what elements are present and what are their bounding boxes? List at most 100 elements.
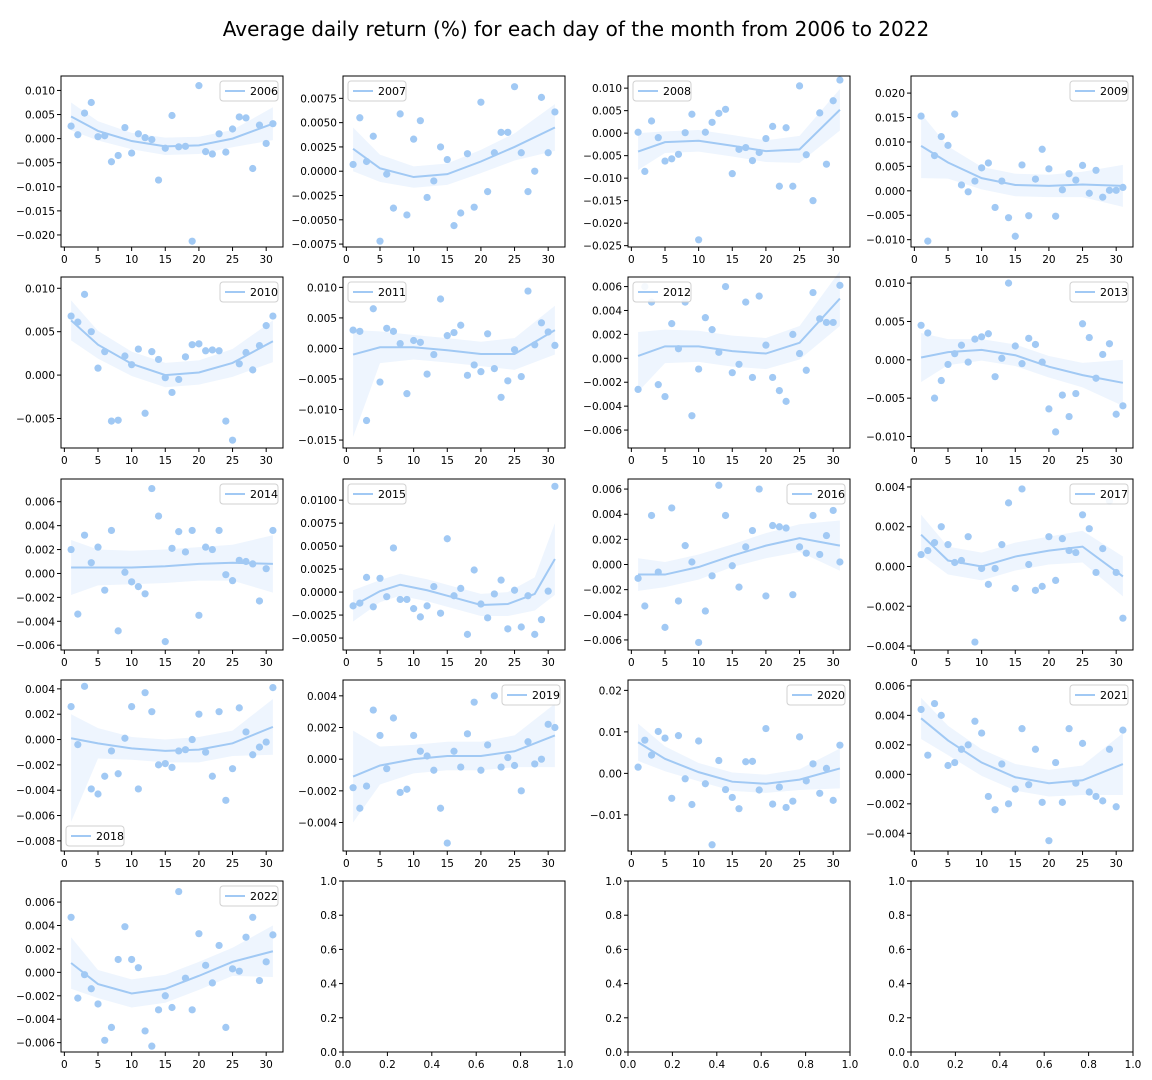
confidence-band — [353, 305, 555, 438]
data-point — [457, 584, 465, 593]
data-point — [67, 122, 75, 130]
x-tick-label: 0.8 — [512, 1059, 529, 1071]
data-point — [94, 790, 102, 798]
data-point — [168, 763, 176, 772]
subplot: 2008 0 5 10 15 20 25 30 −0.025 −0.020 −0.015 −0.010… — [583, 75, 851, 266]
x-tick-label: 20 — [759, 858, 772, 870]
x-tick-label: 5 — [377, 254, 384, 266]
data-point — [235, 113, 243, 121]
data-point — [416, 613, 424, 621]
y-tick-label: −0.020 — [16, 230, 55, 242]
data-point — [544, 149, 552, 157]
data-point — [369, 706, 377, 714]
data-point — [978, 729, 986, 737]
data-point — [1025, 334, 1033, 342]
data-point — [674, 732, 683, 740]
data-point — [148, 1042, 156, 1050]
subplot: 2006 0 5 10 15 20 25 30 −0.020 −0.015 −0.010 −0.005… — [16, 75, 284, 266]
data-point — [128, 703, 136, 711]
y-tick-label: 0.0100 — [300, 495, 337, 507]
data-point — [1099, 193, 1107, 201]
data-point — [674, 150, 683, 158]
y-tick-label: −0.002 — [583, 377, 622, 389]
data-point — [208, 979, 216, 987]
data-point — [775, 783, 783, 791]
data-point — [991, 806, 999, 814]
legend-box — [347, 483, 407, 505]
data-point — [795, 349, 804, 358]
data-point — [809, 197, 817, 205]
data-point — [222, 571, 230, 579]
data-point — [721, 105, 730, 113]
x-tick-label: 20 — [192, 1059, 205, 1071]
data-point — [708, 572, 716, 580]
data-point — [1052, 758, 1060, 767]
data-point — [816, 550, 824, 559]
data-point — [769, 800, 777, 808]
data-point — [1065, 412, 1073, 421]
data-point — [188, 735, 196, 744]
data-point — [984, 580, 992, 588]
data-point — [510, 83, 519, 91]
data-point — [376, 731, 384, 740]
data-point — [728, 369, 736, 377]
subplot: 2017 0 5 10 15 20 25 30 −0.004 −0.002 0.000 0.002 0.… — [866, 478, 1134, 669]
data-point — [957, 181, 966, 189]
data-point — [537, 93, 546, 101]
data-point — [484, 330, 492, 338]
data-point — [708, 326, 716, 334]
subplot: 2009 0 5 10 15 20 25 30 −0.010 −0.005 0.000 0.005 0.… — [866, 75, 1134, 266]
data-point — [1018, 485, 1026, 493]
data-point — [87, 559, 95, 567]
data-point — [403, 595, 411, 604]
y-tick-label: −0.002 — [16, 991, 55, 1003]
x-tick-label: 0.2 — [947, 1059, 964, 1071]
data-point — [1031, 586, 1040, 594]
data-point — [356, 804, 364, 812]
data-point — [195, 340, 203, 348]
data-point — [1025, 781, 1033, 789]
data-point — [107, 1023, 116, 1032]
data-point — [531, 630, 539, 638]
data-point — [816, 109, 824, 117]
y-tick-label: −0.0050 — [291, 633, 337, 645]
data-point — [971, 717, 979, 725]
data-point — [262, 738, 270, 746]
subplot: 2015 0 5 10 15 20 25 30 −0.0050 −0.0025 0.0000 0.00… — [291, 478, 566, 669]
data-point — [450, 747, 458, 755]
x-tick-label: 0.8 — [1080, 1059, 1097, 1071]
y-tick-label: 0.000 — [875, 186, 905, 198]
data-point — [964, 533, 972, 541]
data-point — [410, 731, 418, 740]
data-point — [647, 511, 656, 520]
data-point — [356, 327, 364, 335]
data-point — [67, 913, 75, 921]
data-point — [937, 376, 945, 385]
y-tick-label: 0.006 — [875, 681, 905, 693]
data-point — [228, 125, 237, 133]
data-point — [715, 756, 723, 765]
data-point — [681, 129, 689, 137]
y-tick-label: 0.002 — [307, 723, 337, 735]
data-point — [436, 143, 445, 151]
data-point — [383, 170, 391, 178]
x-tick-label: 5 — [945, 657, 952, 669]
x-tick-label: 25 — [508, 254, 521, 266]
data-point — [228, 436, 237, 444]
data-point — [924, 237, 932, 245]
x-tick-label: 10 — [407, 254, 420, 266]
x-tick-label: 15 — [1009, 254, 1022, 266]
data-point — [228, 577, 237, 585]
data-point — [1038, 798, 1046, 806]
y-tick-label: −0.005 — [16, 413, 55, 425]
data-point — [490, 692, 498, 700]
x-tick-label: 20 — [192, 858, 205, 870]
legend-label: 2011 — [378, 286, 406, 299]
data-point — [1045, 165, 1053, 173]
data-point — [1045, 405, 1053, 413]
data-point — [1105, 340, 1114, 348]
x-tick-label: 25 — [226, 858, 239, 870]
data-point — [537, 319, 546, 327]
x-tick-label: 10 — [692, 254, 705, 266]
y-tick-label: −0.010 — [866, 235, 905, 247]
